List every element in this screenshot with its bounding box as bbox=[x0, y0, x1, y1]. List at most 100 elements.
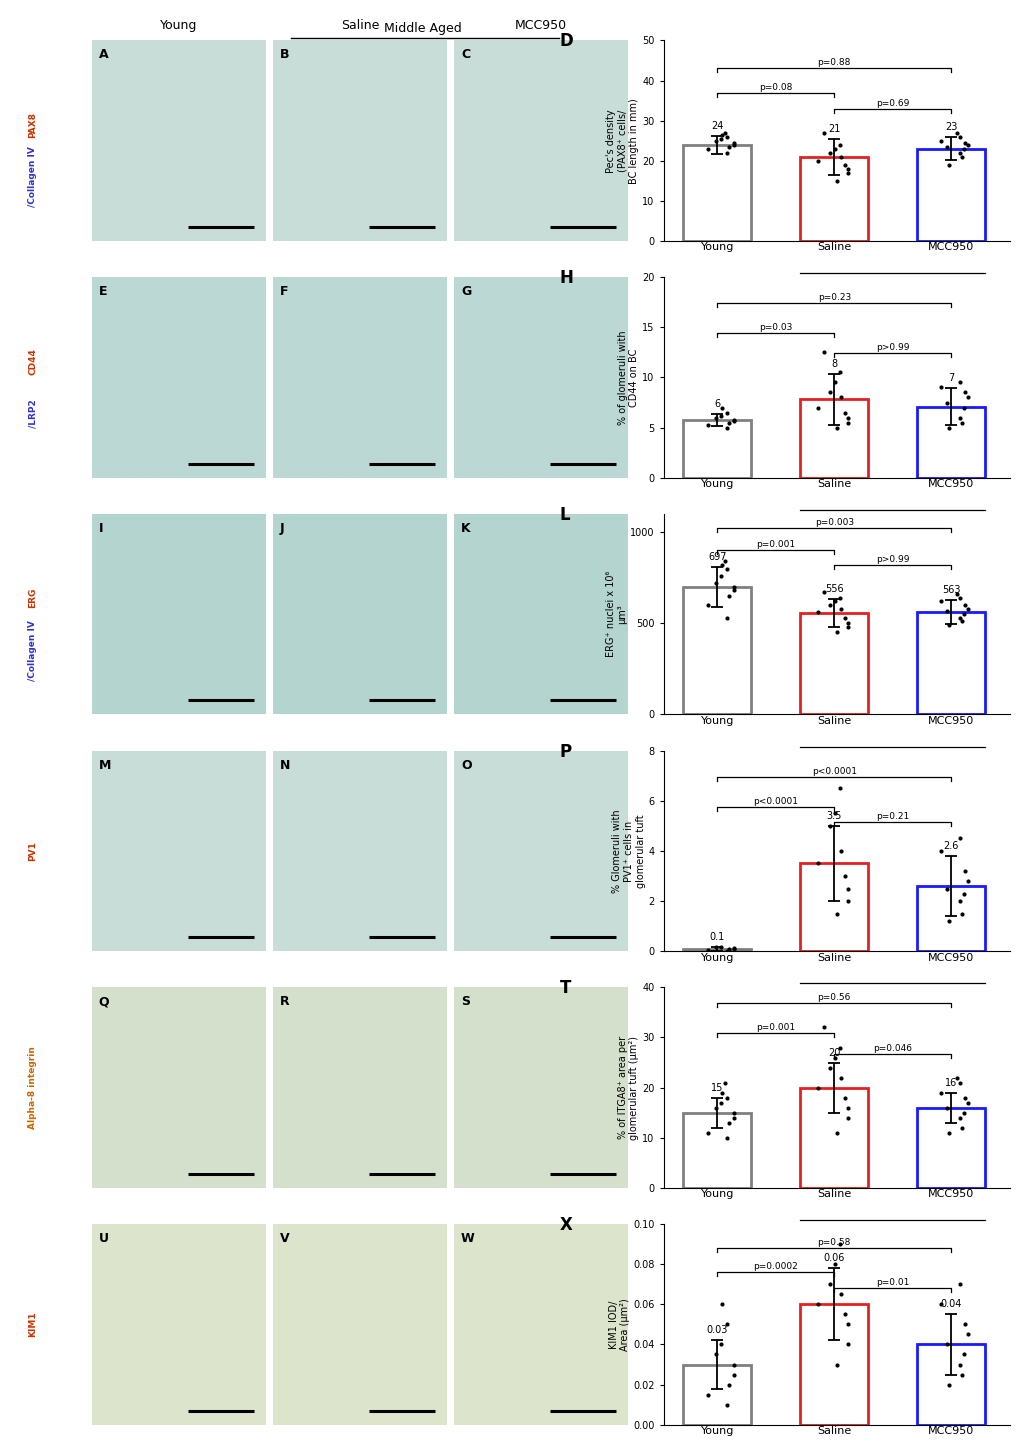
Text: p=0.003: p=0.003 bbox=[814, 518, 853, 528]
Y-axis label: Pec's density
(PAX8⁺ cells/
BC length in mm): Pec's density (PAX8⁺ cells/ BC length in… bbox=[605, 98, 639, 183]
Point bbox=[725, 1363, 741, 1386]
Point bbox=[821, 594, 838, 617]
Point bbox=[959, 597, 975, 620]
Point bbox=[707, 936, 723, 959]
Point bbox=[959, 133, 975, 156]
Point bbox=[725, 1353, 741, 1376]
Text: KIM1: KIM1 bbox=[29, 1312, 38, 1337]
Text: O: O bbox=[461, 758, 471, 771]
Text: L: L bbox=[559, 506, 570, 523]
Point bbox=[707, 571, 723, 594]
Point bbox=[718, 1126, 735, 1149]
Point bbox=[955, 1102, 971, 1125]
Text: T: T bbox=[559, 979, 571, 998]
Bar bbox=[916, 611, 984, 714]
Point bbox=[718, 606, 735, 629]
Bar bbox=[683, 587, 751, 714]
Bar bbox=[799, 1087, 867, 1188]
Point bbox=[837, 606, 853, 629]
Text: p=0.046: p=0.046 bbox=[872, 1044, 911, 1053]
Point bbox=[821, 141, 838, 164]
Text: MCC950: MCC950 bbox=[515, 19, 567, 32]
Text: /Collagen IV: /Collagen IV bbox=[29, 147, 38, 208]
Point bbox=[814, 121, 830, 144]
Point bbox=[707, 1343, 723, 1366]
Text: U: U bbox=[99, 1231, 109, 1244]
Point bbox=[956, 1086, 972, 1109]
Text: 15: 15 bbox=[710, 1083, 722, 1093]
Point bbox=[953, 610, 969, 633]
Text: 7: 7 bbox=[948, 373, 954, 384]
Text: 6: 6 bbox=[713, 398, 719, 408]
Text: PAX8: PAX8 bbox=[29, 111, 38, 137]
Point bbox=[956, 1312, 972, 1335]
Bar bbox=[799, 613, 867, 714]
Point bbox=[713, 1082, 730, 1105]
Point bbox=[830, 587, 847, 610]
Text: V: V bbox=[279, 1231, 289, 1244]
Point bbox=[840, 411, 856, 434]
Point bbox=[953, 146, 969, 169]
Point bbox=[940, 417, 956, 440]
Point bbox=[712, 1092, 729, 1115]
Point bbox=[716, 549, 733, 572]
Text: Middle Aged: Middle Aged bbox=[860, 751, 924, 760]
Point bbox=[712, 1332, 729, 1355]
Point bbox=[830, 1035, 847, 1058]
Point bbox=[839, 1312, 855, 1335]
Point bbox=[821, 381, 838, 404]
Point bbox=[809, 601, 825, 624]
Point bbox=[828, 417, 845, 440]
Text: I: I bbox=[99, 522, 103, 535]
Point bbox=[951, 371, 967, 394]
Y-axis label: % of ITGA8⁺ area per
glomerular tuft (μm²): % of ITGA8⁺ area per glomerular tuft (μm… bbox=[618, 1035, 639, 1139]
Point bbox=[837, 1086, 853, 1109]
Point bbox=[718, 1312, 735, 1335]
Bar bbox=[683, 949, 751, 952]
Point bbox=[959, 870, 975, 893]
Bar bbox=[683, 1364, 751, 1425]
Text: E: E bbox=[99, 286, 107, 298]
Bar bbox=[683, 420, 751, 477]
Point bbox=[932, 839, 949, 862]
Point bbox=[712, 936, 729, 959]
Point bbox=[716, 121, 733, 144]
Text: M: M bbox=[99, 758, 111, 771]
Point bbox=[826, 590, 843, 613]
Point bbox=[840, 1332, 856, 1355]
Point bbox=[840, 162, 856, 185]
Point bbox=[725, 575, 741, 598]
Y-axis label: % Glomeruli with
PV1⁺ cells in
glomerular tuft: % Glomeruli with PV1⁺ cells in glomerula… bbox=[611, 809, 645, 893]
Point bbox=[718, 940, 735, 963]
Point bbox=[809, 397, 825, 420]
Point bbox=[953, 411, 969, 434]
Text: p<0.0001: p<0.0001 bbox=[811, 767, 856, 776]
Point bbox=[725, 937, 741, 960]
Point bbox=[940, 1373, 956, 1396]
Point bbox=[951, 606, 967, 629]
Point bbox=[833, 1283, 849, 1306]
Point bbox=[826, 137, 843, 160]
Bar bbox=[799, 864, 867, 952]
Point bbox=[833, 597, 849, 620]
Text: J: J bbox=[279, 522, 284, 535]
Text: Q: Q bbox=[99, 995, 109, 1008]
Point bbox=[940, 1122, 956, 1145]
Text: 0.03: 0.03 bbox=[706, 1325, 728, 1335]
Point bbox=[932, 130, 949, 153]
Y-axis label: KIM1 IOD/
Area (μm²): KIM1 IOD/ Area (μm²) bbox=[608, 1298, 630, 1351]
Point bbox=[713, 397, 730, 420]
Point bbox=[725, 133, 741, 156]
Point bbox=[707, 130, 723, 153]
Text: G: G bbox=[461, 286, 471, 298]
Point bbox=[938, 877, 955, 900]
Point bbox=[938, 1096, 955, 1119]
Text: 2.6: 2.6 bbox=[943, 841, 958, 851]
Point bbox=[725, 578, 741, 601]
Text: p=0.23: p=0.23 bbox=[817, 293, 850, 303]
Point bbox=[821, 1056, 838, 1079]
Point bbox=[699, 594, 715, 617]
Point bbox=[833, 1066, 849, 1089]
Text: S: S bbox=[461, 995, 470, 1008]
Point bbox=[718, 1086, 735, 1109]
